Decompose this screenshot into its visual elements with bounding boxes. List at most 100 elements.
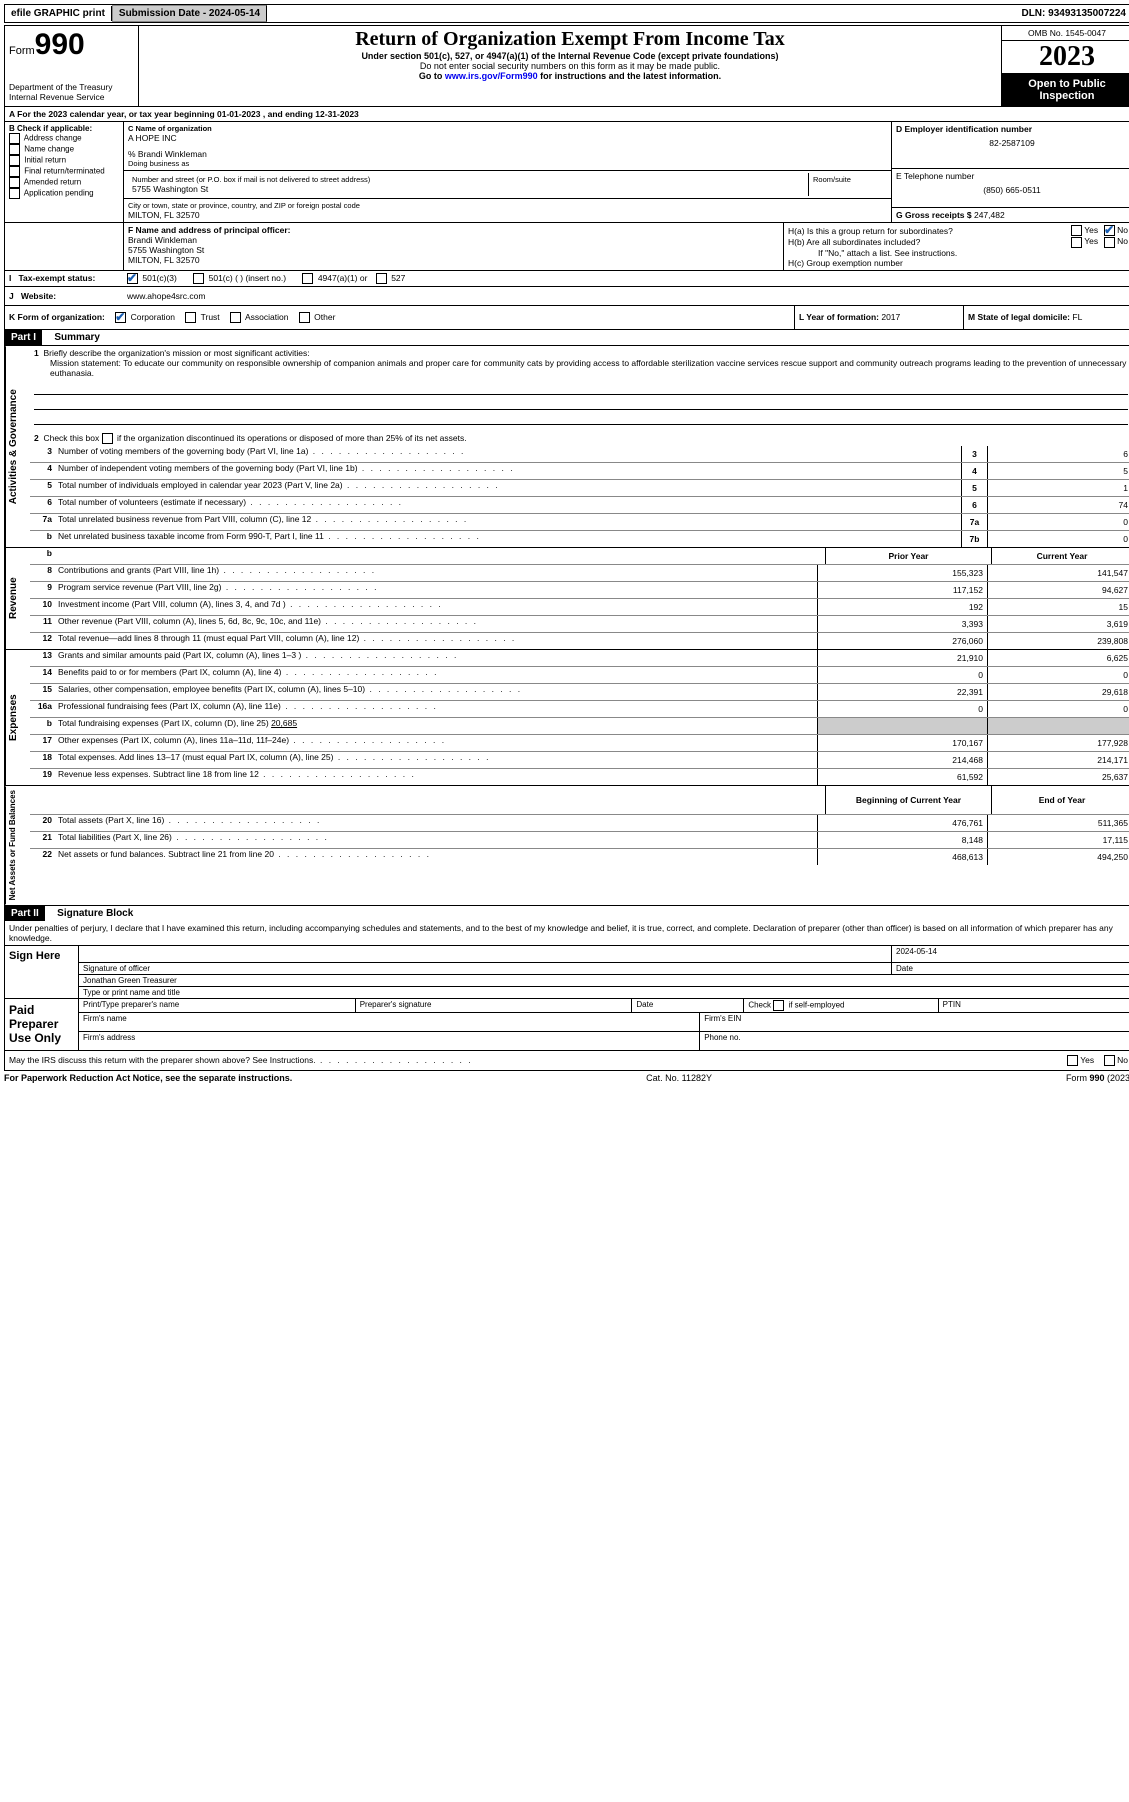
line-22: 22Net assets or fund balances. Subtract …: [30, 848, 1129, 865]
firm-name-label: Firm's name: [79, 1013, 700, 1031]
current-value: 141,547: [987, 565, 1129, 581]
part2-title: Signature Block: [47, 908, 133, 919]
tax-period: A For the 2023 calendar year, or tax yea…: [5, 107, 1129, 122]
goto-prefix: Go to: [419, 71, 445, 81]
checkbox-amended-return[interactable]: Amended return: [9, 177, 119, 188]
line-desc: Net assets or fund balances. Subtract li…: [58, 849, 817, 865]
checkbox-501c3[interactable]: 501(c)(3): [127, 273, 177, 283]
line-15: 15Salaries, other compensation, employee…: [30, 683, 1129, 700]
section-revenue: Revenue b Prior Year Current Year 8Contr…: [5, 547, 1129, 649]
checkbox-address-change[interactable]: Address change: [9, 133, 119, 144]
mission-text: Mission statement: To educate our commun…: [34, 358, 1128, 378]
checkbox-trust[interactable]: Trust: [185, 312, 219, 322]
checkbox-application-pending[interactable]: Application pending: [9, 188, 119, 199]
line-value: 0: [987, 531, 1129, 547]
line-desc: Total assets (Part X, line 16): [58, 815, 817, 831]
goto-suffix: for instructions and the latest informat…: [538, 71, 722, 81]
line-desc: Other expenses (Part IX, column (A), lin…: [58, 735, 817, 751]
governance-label: Activities & Governance: [5, 346, 30, 547]
line-desc: Program service revenue (Part VIII, line…: [58, 582, 817, 598]
discuss-label: May the IRS discuss this return with the…: [9, 1055, 316, 1065]
line-value: 5: [987, 463, 1129, 479]
checkbox-corporation[interactable]: Corporation: [115, 312, 175, 322]
officer-name: Brandi Winkleman: [128, 235, 779, 245]
line-desc: Total revenue—add lines 8 through 11 (mu…: [58, 633, 817, 649]
checkbox-4947[interactable]: 4947(a)(1) or: [302, 273, 367, 283]
checkbox-name-change[interactable]: Name change: [9, 144, 119, 155]
expenses-label: Expenses: [5, 650, 30, 785]
checkbox-self-employed[interactable]: [773, 1000, 784, 1011]
net-assets-label: Net Assets or Fund Balances: [5, 786, 30, 904]
checkbox-hb-yes[interactable]: Yes: [1071, 236, 1098, 247]
line-16b-prior: [817, 718, 987, 734]
mission-blank-1: [34, 382, 1128, 395]
line-desc: Other revenue (Part VIII, column (A), li…: [58, 616, 817, 632]
officer-city: MILTON, FL 32570: [128, 255, 779, 265]
checkbox-501c[interactable]: 501(c) ( ) (insert no.): [193, 273, 286, 283]
checkbox-527[interactable]: 527: [376, 273, 406, 283]
street-value: 5755 Washington St: [132, 184, 804, 194]
instructions-link[interactable]: www.irs.gov/Form990: [445, 71, 538, 81]
gross-receipts-value: 247,482: [974, 210, 1005, 220]
period-label: A For the 2023 calendar year, or tax yea…: [9, 109, 217, 119]
current-value: 494,250: [987, 849, 1129, 865]
h-a-label: H(a) Is this a group return for subordin…: [788, 226, 1071, 236]
checkbox-discontinued[interactable]: [102, 433, 113, 444]
checkbox-association[interactable]: Association: [230, 312, 288, 322]
mission-blank-2: [34, 397, 1128, 410]
line-11: 11Other revenue (Part VIII, column (A), …: [30, 615, 1129, 632]
line-num: 21: [30, 832, 58, 848]
line-9: 9Program service revenue (Part VIII, lin…: [30, 581, 1129, 598]
submission-date-button[interactable]: Submission Date - 2024-05-14: [112, 5, 267, 22]
line-num: 16a: [30, 701, 58, 717]
org-name-label: C Name of organization: [128, 124, 887, 133]
current-value: 214,171: [987, 752, 1129, 768]
prior-value: 170,167: [817, 735, 987, 751]
current-value: 15: [987, 599, 1129, 615]
checkbox-discuss-yes[interactable]: Yes: [1067, 1055, 1094, 1066]
line-num: 5: [30, 480, 58, 496]
current-value: 6,625: [987, 650, 1129, 666]
checkbox-final-return[interactable]: Final return/terminated: [9, 166, 119, 177]
line-desc: Total number of volunteers (estimate if …: [58, 497, 961, 513]
sign-here-block: Sign Here Signature of officer 2024-05-1…: [5, 945, 1129, 998]
prior-value: 468,613: [817, 849, 987, 865]
line-desc: Investment income (Part VIII, column (A)…: [58, 599, 817, 615]
discuss-row: May the IRS discuss this return with the…: [5, 1050, 1129, 1070]
officer-street: 5755 Washington St: [128, 245, 779, 255]
line-box: 5: [961, 480, 987, 496]
checkbox-initial-return[interactable]: Initial return: [9, 155, 119, 166]
current-value: 94,627: [987, 582, 1129, 598]
part2-badge: Part II: [5, 906, 45, 921]
city-label: City or town, state or province, country…: [128, 201, 887, 210]
line-value: 6: [987, 446, 1129, 462]
checkbox-ha-no[interactable]: No: [1104, 225, 1128, 236]
block-h: H(a) Is this a group return for subordin…: [783, 223, 1129, 270]
current-value: 25,637: [987, 769, 1129, 785]
paid-preparer-block: Paid Preparer Use Only Print/Type prepar…: [5, 998, 1129, 1050]
block-b-header: B Check if applicable:: [9, 124, 119, 133]
perjury-text: Under penalties of perjury, I declare th…: [5, 921, 1129, 945]
current-value: 239,808: [987, 633, 1129, 649]
page-footer: For Paperwork Reduction Act Notice, see …: [4, 1071, 1129, 1085]
line-8: 8Contributions and grants (Part VIII, li…: [30, 564, 1129, 581]
prior-value: 155,323: [817, 565, 987, 581]
block-b: B Check if applicable: Address change Na…: [5, 122, 124, 222]
room-label: Room/suite: [809, 173, 887, 196]
line-num: 3: [30, 446, 58, 462]
checkbox-hb-no[interactable]: No: [1104, 236, 1128, 247]
prior-value: 476,761: [817, 815, 987, 831]
col-begin-year: Beginning of Current Year: [825, 786, 991, 814]
prior-value: 3,393: [817, 616, 987, 632]
inspect-line1: Open to Public: [1006, 78, 1128, 90]
col-prior-year: Prior Year: [825, 548, 991, 564]
checkbox-other[interactable]: Other: [299, 312, 336, 322]
sig-date-value: 2024-05-14: [892, 946, 1129, 963]
checkbox-discuss-no[interactable]: No: [1104, 1055, 1128, 1066]
line-desc: Grants and similar amounts paid (Part IX…: [58, 650, 817, 666]
website-label: Website:: [21, 291, 56, 301]
line-desc: Salaries, other compensation, employee b…: [58, 684, 817, 700]
line-desc: Number of independent voting members of …: [58, 463, 961, 479]
checkbox-ha-yes[interactable]: Yes: [1071, 225, 1098, 236]
gov-line-3: 3Number of voting members of the governi…: [30, 446, 1129, 462]
